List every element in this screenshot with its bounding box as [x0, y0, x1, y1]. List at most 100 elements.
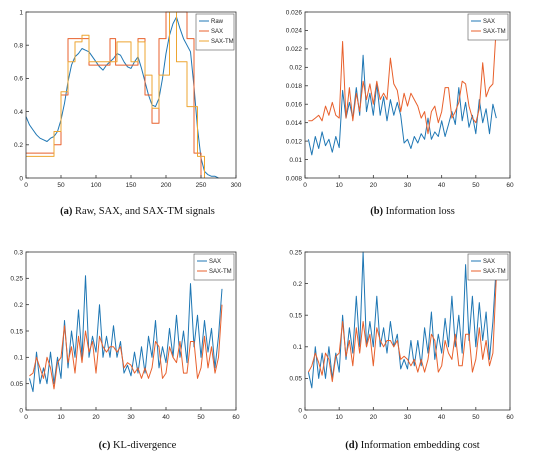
series-line-sax-tm [29, 304, 223, 390]
x-tick-label: 0 [303, 182, 307, 189]
y-tick-label: 0.3 [14, 249, 23, 256]
legend-label: SAX [211, 29, 223, 35]
x-tick-label: 40 [162, 414, 170, 421]
y-tick-label: 0 [19, 407, 23, 414]
x-tick-label: 100 [91, 182, 102, 189]
legend-label: SAX-TM [211, 39, 234, 45]
series-line-sax [307, 54, 497, 156]
y-tick-label: 0 [19, 175, 23, 182]
caption-c: (c) KL-divergence [0, 440, 275, 451]
series-line-sax [26, 11, 202, 178]
x-tick-label: 60 [506, 414, 514, 421]
y-tick-label: 1 [19, 9, 23, 16]
chart-panel-b: 0 10 20 30 40 50 60 0.008 0.01 0.012 0.014 0.016 0.0… [286, 9, 514, 189]
y-tick-label: 0.018 [286, 83, 303, 90]
x-tick-label: 30 [127, 414, 135, 421]
caption-d: (d) Information embedding cost [275, 440, 550, 451]
y-tick-label: 0.25 [289, 249, 302, 256]
x-tick-label: 20 [370, 414, 378, 421]
y-tick-label: 0.012 [286, 138, 303, 145]
legend: SAX SAX-TM [193, 253, 235, 281]
series-line-sax [29, 275, 223, 393]
y-tick-label: 0.6 [14, 76, 23, 83]
chart-panel-c: 0 10 20 30 40 50 6000.050.10.150.20.250.3SAXSA… [10, 249, 240, 421]
legend: SAX SAX-TM [467, 13, 509, 41]
x-tick-label: 10 [336, 414, 344, 421]
y-tick-label: 0.01 [289, 157, 302, 164]
caption-letter: (d) [345, 440, 359, 451]
x-tick-label: 0 [24, 182, 28, 189]
y-tick-label: 0.1 [293, 344, 302, 351]
series-line-sax-tm [308, 25, 497, 135]
x-tick-label: 300 [231, 182, 242, 189]
y-tick-label: 0.2 [14, 142, 23, 149]
y-tick-label: 0.25 [10, 276, 23, 283]
y-tick-label: 0.1 [14, 355, 23, 362]
y-tick-label: 0.022 [286, 46, 303, 53]
x-tick-label: 60 [506, 182, 514, 189]
x-tick-label: 10 [336, 182, 344, 189]
x-tick-label: 50 [472, 414, 480, 421]
y-tick-label: 0.008 [286, 175, 303, 182]
legend-label: SAX-TM [483, 29, 506, 35]
x-tick-label: 40 [438, 414, 446, 421]
x-tick-label: 40 [438, 182, 446, 189]
y-tick-label: 0.05 [289, 376, 302, 383]
caption-text: Information loss [385, 206, 455, 217]
legend-box [195, 13, 235, 51]
legend: SAX SAX-TM [467, 253, 509, 281]
y-tick-label: 0.2 [14, 302, 23, 309]
x-tick-label: 200 [161, 182, 172, 189]
x-tick-label: 30 [404, 182, 412, 189]
series-line-sax-tm [307, 277, 497, 383]
y-tick-label: 0.016 [286, 102, 303, 109]
caption-b: (b) Information loss [275, 206, 550, 217]
x-tick-label: 150 [126, 182, 137, 189]
x-tick-label: 30 [404, 414, 412, 421]
caption-a: (a) Raw, SAX, and SAX-TM signals [0, 206, 275, 217]
legend-label: SAX [483, 19, 495, 25]
y-tick-label: 0.15 [10, 328, 23, 335]
x-tick-label: 10 [57, 414, 65, 421]
caption-letter: (a) [60, 206, 73, 217]
legend-box [193, 253, 235, 281]
series-line-raw [25, 16, 219, 179]
y-tick-label: 0.014 [286, 120, 303, 127]
legend-label: SAX [209, 259, 221, 265]
y-tick-label: 0.026 [286, 9, 303, 16]
x-tick-label: 0 [24, 414, 28, 421]
y-tick-label: 0.2 [293, 281, 302, 288]
legend-label: Raw [211, 19, 224, 25]
x-tick-label: 20 [92, 414, 100, 421]
y-tick-label: 0.024 [286, 28, 303, 35]
chart-panel-d: 0 10 20 30 40 50 60 0 0.05 0.1 0.15 0.2 0.25 SAX SAX-T… [289, 249, 514, 421]
series-line-sax [307, 251, 497, 389]
x-tick-label: 50 [472, 182, 480, 189]
x-tick-label: 60 [232, 414, 240, 421]
caption-text: KL-divergence [112, 440, 177, 451]
legend-label: SAX-TM [483, 269, 506, 275]
legend-label: SAX-TM [209, 269, 232, 275]
legend-box [467, 13, 509, 41]
x-tick-label: 0 [303, 414, 307, 421]
legend-label: SAX [483, 259, 495, 265]
x-tick-label: 20 [370, 182, 378, 189]
y-tick-label: 0.02 [289, 65, 302, 72]
caption-text: Information embedding cost [360, 440, 480, 451]
caption-text: Raw, SAX, and SAX-TM signals [74, 206, 215, 217]
y-tick-label: 0.4 [14, 109, 23, 116]
y-tick-label: 0.15 [289, 313, 302, 320]
caption-letter: (c) [98, 440, 111, 451]
legend-box [467, 253, 509, 281]
y-tick-label: 0.8 [14, 43, 23, 50]
y-tick-label: 0.05 [10, 381, 23, 388]
series-line-sax-tm [26, 11, 205, 178]
x-tick-label: 50 [197, 414, 205, 421]
y-tick-label: 0 [298, 407, 302, 414]
legend: Raw SAX SAX-TM [195, 13, 235, 51]
x-tick-label: 250 [196, 182, 207, 189]
caption-letter: (b) [370, 206, 384, 217]
chart-panel-a: 0 50 100 150 200 250 300 0 0.2 0.4 0.6 0.8 1 Raw SAX SA… [14, 9, 242, 189]
x-tick-label: 50 [57, 182, 65, 189]
